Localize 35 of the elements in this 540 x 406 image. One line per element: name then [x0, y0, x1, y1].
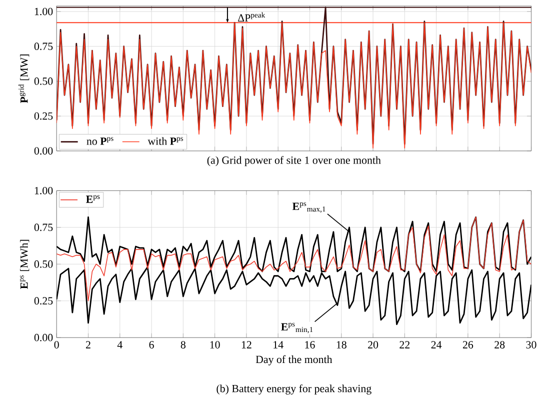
y-axis-title: E$^{ps}$ [MWh]: [20, 240, 30, 289]
x-tick-label: 16: [305, 341, 315, 348]
text: E$^{ps}$: [86, 195, 100, 203]
x-tick-label: 30: [526, 341, 536, 348]
y-tick-label: 0.00: [34, 334, 53, 342]
text: (b) Battery energy for peak shaving: [216, 384, 372, 394]
x-tick-label: 20: [368, 341, 378, 348]
annotation: ΔP$^{peak}$: [238, 12, 266, 22]
y-axis-title: P$^{grid}$ [MW]: [18, 54, 30, 103]
x-tick-label: 0: [54, 341, 59, 348]
x-tick-label: 2: [86, 341, 90, 348]
x-axis-title: Day of the month: [256, 355, 332, 366]
legend-label: with P$^{ps}$: [148, 137, 184, 145]
x-tick-label: 26: [462, 341, 474, 348]
x-tick-label: 18: [336, 341, 346, 348]
x-tick-label: 6: [149, 341, 154, 348]
x-tick-label: 4: [117, 341, 122, 348]
x-tick-label: 8: [180, 341, 186, 348]
text: (a) Grid power of site 1 over one month: [207, 156, 381, 166]
x-tick-label: 24: [431, 341, 442, 348]
y-tick-label: 0.50: [34, 77, 53, 85]
legend-label: no P$^{ps}$: [86, 137, 114, 145]
x-tick-label: 28: [494, 341, 505, 348]
y-tick-label: 1.00: [34, 186, 53, 194]
x-tick-label: 10: [210, 341, 220, 348]
x-tick-label: 22: [400, 341, 410, 348]
y-tick-label: 0.75: [34, 224, 53, 232]
y-tick-label: 1.00: [34, 8, 53, 16]
y-tick-label: 0.75: [34, 42, 53, 50]
y-tick-label: 0.25: [34, 297, 53, 305]
x-tick-label: 14: [274, 341, 284, 348]
y-tick-label: 0.00: [34, 147, 53, 155]
y-tick-label: 0.50: [34, 260, 53, 268]
x-tick-label: 12: [242, 341, 252, 348]
y-tick-label: 0.25: [34, 112, 53, 120]
